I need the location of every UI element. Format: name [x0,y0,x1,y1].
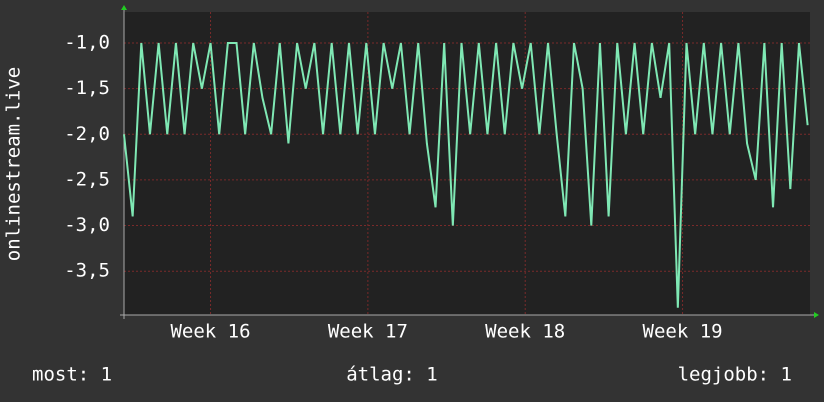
x-tick-label: Week 18 [485,321,565,343]
x-tick-label: Week 17 [328,321,408,343]
data-line [123,42,809,308]
y-tick-label: -2,0 [64,123,110,145]
y-tick-label: -3,0 [64,214,110,236]
y-tick-label: -3,5 [64,260,110,282]
x-tick-label: Week 19 [643,321,723,343]
y-tick-label: -1,0 [64,32,110,54]
axis-arrow [814,312,819,318]
axis-arrow [121,5,127,10]
y-tick-label: -2,5 [64,168,110,190]
stat-now: most: 1 [32,364,112,386]
y-tick-label: -1,5 [64,77,110,99]
y-axis-label: onlinestream.live [3,67,25,261]
x-tick-label: Week 16 [170,321,250,343]
stat-average: átlag: 1 [346,364,438,386]
stat-best: legjobb: 1 [678,364,792,386]
